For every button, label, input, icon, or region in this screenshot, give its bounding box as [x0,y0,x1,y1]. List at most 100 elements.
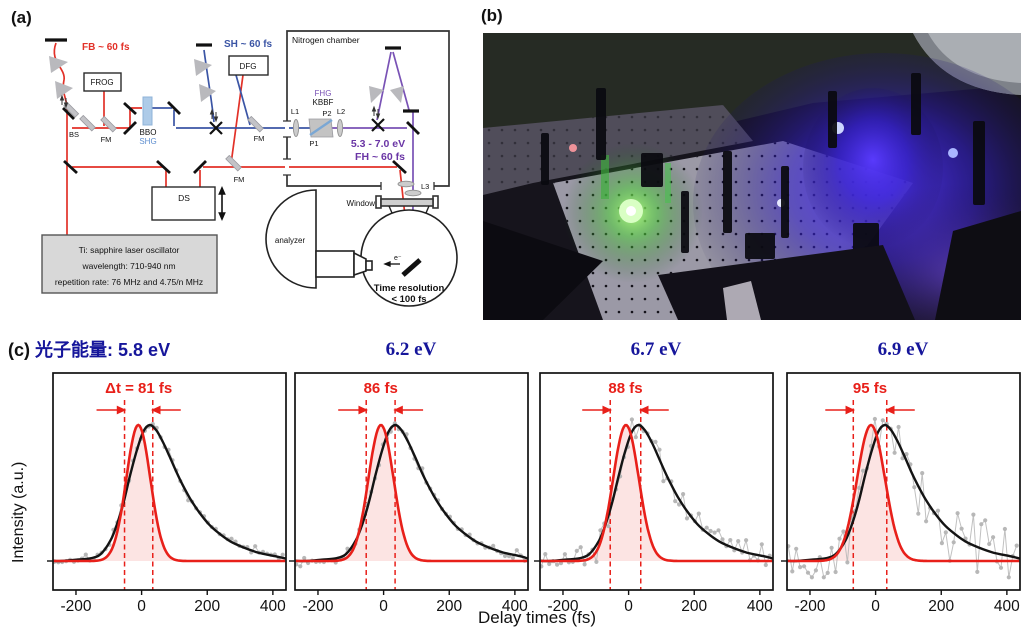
uhv-chamber [265,189,458,307]
fwhm-arrows [582,405,669,415]
laser-pulse-curve [53,423,286,563]
x-tick-label: -200 [547,598,578,615]
flip-mirror-sh [247,115,264,133]
mirror-probe-down [406,121,420,135]
fwhm-arrows [338,405,424,415]
sh-main-beam [152,107,310,129]
plot-frame [52,372,287,591]
cc-plot-2: 86 fs -200 0 200 400 [289,372,529,615]
lens-l3b [404,189,422,197]
kbbf-label: KBBF [313,98,334,107]
analyzer-lens-tube [315,250,355,278]
photo-optic-posts [541,73,985,259]
photo-foreground-panel-left [483,221,603,320]
l2-label: L2 [337,107,345,116]
x-tick-label: 200 [928,598,954,615]
electron-label: e⁻ [394,255,402,262]
bbo-label: BBO [140,128,157,137]
fwhm-arrows [96,405,181,415]
sh-duration-label: SH ~ 60 fs [224,39,273,50]
cc-plot-3: 88 fs -200 0 200 400 [534,372,774,615]
chamber-neck [388,205,430,214]
laser-pulse-curve [295,423,528,563]
fb-duration-label: FB ~ 60 fs [82,42,130,53]
plot-title-3: 6.7 eV [630,339,682,360]
photo-blue-spot-2 [948,148,958,158]
delta-t-label: Δt = 81 fs [105,380,172,397]
mirror-up-to-bbo [123,121,137,135]
optical-schematic: FB ~ 60 fs SH ~ 60 fs FROG DFG BS FM FM … [41,30,458,307]
mirror-osc-turn [63,159,78,175]
delta-t-label: 86 fs [364,380,398,397]
analyzer-label: analyzer [275,236,306,245]
photo-red-spot-1 [569,144,577,152]
fb-flip-mirror-black [62,107,75,120]
flip-mirror-frog [100,115,117,133]
p2-label: P2 [322,109,331,118]
measured-data-points [540,417,772,569]
ds-label: DS [178,193,190,203]
fm-label-1: FM [101,135,112,144]
delta-t-label: 88 fs [608,380,642,397]
photon-energy-label: 光子能量: [35,340,114,360]
panel-c-header: (c) 光子能量: 5.8 eV [8,336,170,362]
delta-t-label: 95 fs [853,380,887,397]
analyzer-lens-tip [365,260,373,271]
gaussian-fill [295,425,528,561]
cross-correlation-fit-curve [787,423,1020,563]
photo-foreground-panel-right [935,211,1021,320]
x-tick-label: -200 [302,598,333,615]
second-harmonic-beam-path [152,49,310,129]
x-tick-label: 400 [994,598,1020,615]
x-tick-label: 0 [379,598,388,615]
x-tick-label: -200 [60,598,91,615]
plot-title-4: 6.9 eV [877,339,929,360]
mirror-out-of-ds [193,160,207,174]
delay-stage-arrow [218,185,226,222]
frog-box [83,72,122,92]
port-brackets-bottom [380,182,435,190]
x-tick-label: 400 [502,598,528,615]
gaussian-fill [787,425,1020,561]
fm-label-3: FM [234,175,245,184]
sh-prism-2 [199,84,216,102]
port-brackets-left [283,120,291,176]
oscillator-line2: wavelength: 710-940 nm [81,261,175,271]
frog-label: FROG [90,78,113,87]
panel-b-label: (b) [481,6,503,25]
plot-frame [786,372,1021,591]
photo-foreground-panel-center [658,245,915,320]
plot-frame [294,372,529,591]
fwhm-arrows [825,405,915,415]
fh-prism-1 [369,86,384,103]
sample [401,258,422,277]
bs-label: BS [69,130,79,139]
delay-stage-box [151,186,216,221]
x-axis-label: Delay times (fs) [477,608,597,627]
panel-c-label: (c) [8,340,30,360]
cross-correlation-fit-curve [53,423,286,563]
fb-to-bbo-beam [72,107,142,129]
mirror-into-ds [156,159,171,175]
fh-duration-label: FH ~ 60 fs [355,151,405,163]
analyzer-lens-cone [353,251,367,277]
dfg-blue-output-beam [235,74,251,126]
mirror-into-bbo [123,101,137,116]
panel-a-label: (a) [11,8,32,27]
lab-photo-art [483,33,1029,363]
cross-correlation-fit-curve [540,423,773,563]
lens-l3a [397,180,415,188]
x-tick-label: -200 [794,598,825,615]
measured-data-points [295,421,527,569]
oscillator-line1: Ti: sapphire laser oscillator [79,245,180,255]
cc-plot-1: Δt = 81 fs -200 0 200 400 [47,372,287,615]
fb-prism-2 [55,81,73,99]
fh-compressor-left-leg [376,51,392,121]
beam-splitter [79,114,96,132]
lenses [292,119,422,197]
cc-plot-4: 95 fs -200 0 200 400 [781,372,1021,615]
x-tick-label: 400 [260,598,286,615]
mirror-after-bbo [167,101,181,115]
gaussian-fill [53,425,286,561]
time-resolution-line1: Time resolution [374,283,445,294]
